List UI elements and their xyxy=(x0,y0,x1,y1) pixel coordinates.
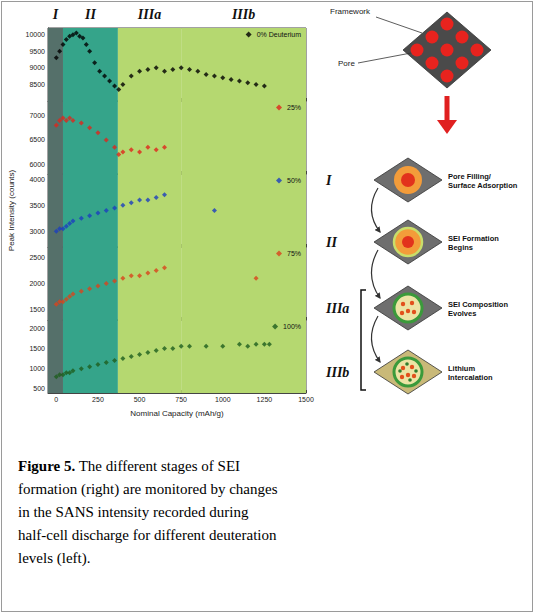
svg-text:1500: 1500 xyxy=(298,396,314,403)
svg-text:Framework: Framework xyxy=(330,7,371,16)
svg-text:IIIb: IIIb xyxy=(325,365,349,380)
svg-text:Nominal Capacity (mAh/g): Nominal Capacity (mAh/g) xyxy=(130,409,224,418)
svg-text:Pore Filling/: Pore Filling/ xyxy=(448,172,492,181)
svg-text:100%: 100% xyxy=(283,323,301,330)
svg-text:500: 500 xyxy=(134,396,146,403)
svg-text:2000: 2000 xyxy=(29,280,45,287)
svg-text:I: I xyxy=(52,7,59,22)
svg-text:2500: 2500 xyxy=(29,254,45,261)
svg-text:Surface Adsorption: Surface Adsorption xyxy=(448,181,518,190)
svg-text:75%: 75% xyxy=(287,250,301,257)
svg-text:SEI Composition: SEI Composition xyxy=(448,300,508,309)
svg-text:II: II xyxy=(84,7,96,22)
svg-text:II: II xyxy=(325,235,337,250)
svg-text:9500: 9500 xyxy=(29,48,45,55)
svg-text:1500: 1500 xyxy=(29,345,45,352)
svg-text:3000: 3000 xyxy=(29,228,45,235)
svg-text:50%: 50% xyxy=(287,177,301,184)
svg-text:10000: 10000 xyxy=(26,31,46,38)
svg-text:250: 250 xyxy=(92,396,104,403)
svg-text:6500: 6500 xyxy=(29,136,45,143)
svg-text:4000: 4000 xyxy=(29,176,45,183)
svg-text:Lithium: Lithium xyxy=(448,364,475,373)
svg-text:IIIa: IIIa xyxy=(137,7,161,22)
svg-text:Evolves: Evolves xyxy=(448,309,476,318)
svg-text:8500: 8500 xyxy=(29,81,45,88)
svg-text:3500: 3500 xyxy=(29,202,45,209)
html-text:Figure 5. The different stages: Figure 5. The different stages of SEI fo… xyxy=(18,458,278,566)
svg-text:Peak Intensity (counts): Peak Intensity (counts) xyxy=(7,169,16,251)
svg-text:0: 0 xyxy=(54,396,58,403)
svg-text:Pore: Pore xyxy=(338,59,355,68)
svg-text:7000: 7000 xyxy=(29,112,45,119)
svg-text:9000: 9000 xyxy=(29,64,45,71)
svg-text:2000: 2000 xyxy=(29,325,45,332)
svg-text:6000: 6000 xyxy=(29,161,45,168)
svg-text:I: I xyxy=(325,173,332,188)
svg-text:1500: 1500 xyxy=(29,306,45,313)
svg-text:1250: 1250 xyxy=(257,396,273,403)
svg-text:500: 500 xyxy=(33,385,45,392)
svg-text:1000: 1000 xyxy=(29,365,45,372)
svg-text:Intercalation: Intercalation xyxy=(448,373,493,382)
svg-text:750: 750 xyxy=(175,396,187,403)
svg-text:IIIa: IIIa xyxy=(325,301,349,316)
svg-text:Begins: Begins xyxy=(448,243,473,252)
svg-text:25%: 25% xyxy=(287,104,301,111)
svg-text:SEI Formation: SEI Formation xyxy=(448,234,499,243)
svg-text:IIIb: IIIb xyxy=(231,7,255,22)
svg-text:0% Deuterium: 0% Deuterium xyxy=(257,31,302,38)
svg-text:1000: 1000 xyxy=(215,396,231,403)
